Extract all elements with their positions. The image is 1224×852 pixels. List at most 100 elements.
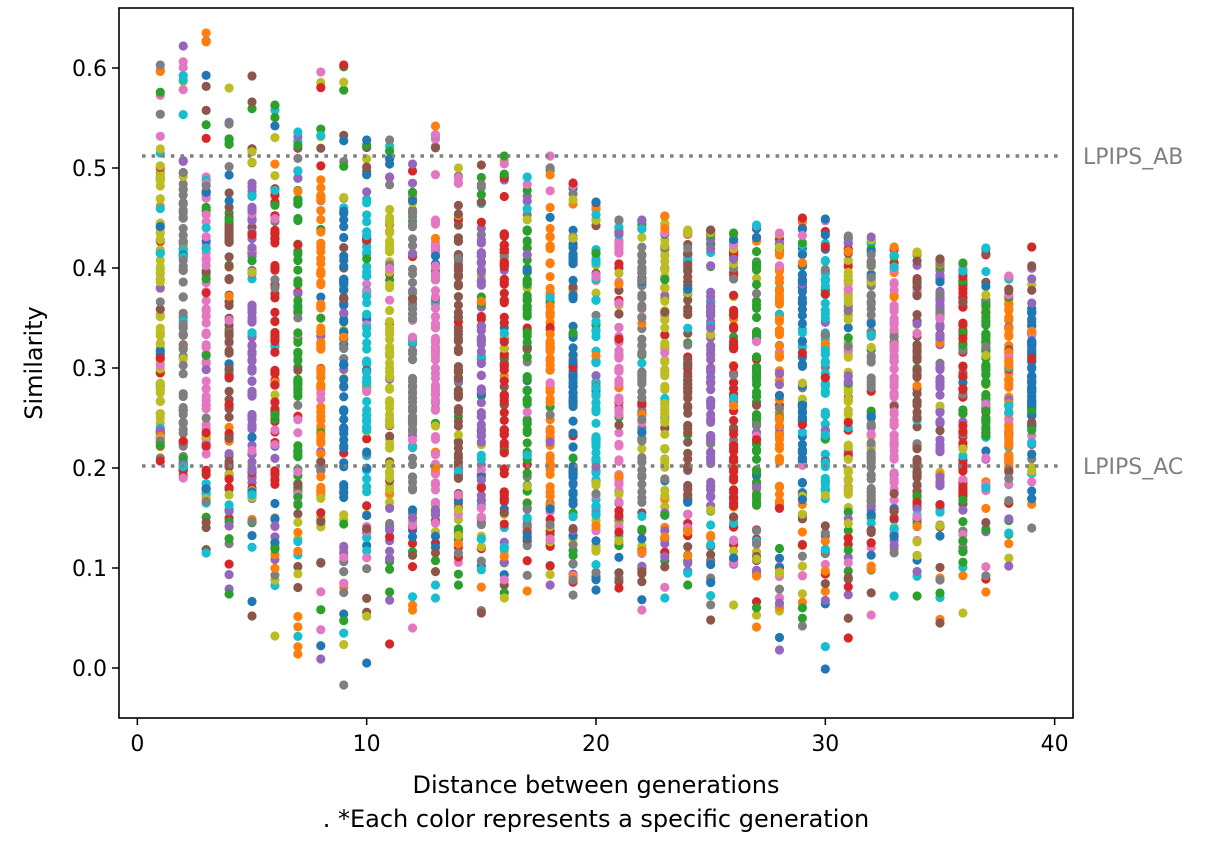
data-point <box>385 358 395 368</box>
data-point <box>751 603 762 613</box>
data-point <box>522 520 532 530</box>
data-point <box>385 414 395 424</box>
data-point <box>591 478 601 488</box>
data-point <box>247 340 257 350</box>
data-point <box>637 566 647 577</box>
data-point <box>751 362 762 372</box>
data-point <box>522 540 532 551</box>
data-point <box>614 405 624 415</box>
data-point <box>293 467 303 477</box>
data-point <box>660 443 670 454</box>
data-point <box>843 417 853 428</box>
data-point <box>201 81 211 91</box>
data-point <box>316 587 326 597</box>
data-point <box>545 504 555 514</box>
data-point <box>293 213 303 224</box>
data-point <box>178 329 188 339</box>
data-point <box>201 223 211 233</box>
data-point-max <box>453 163 464 173</box>
data-point <box>958 371 968 381</box>
data-point-min <box>453 580 464 590</box>
data-point <box>316 605 326 615</box>
data-point <box>820 264 830 275</box>
data-point <box>1027 261 1037 271</box>
data-point <box>706 590 716 601</box>
data-point <box>270 367 280 377</box>
data-point <box>247 466 257 476</box>
data-point <box>545 491 555 501</box>
data-point-min <box>155 456 165 466</box>
data-point <box>270 265 280 275</box>
data-point <box>774 299 785 309</box>
data-point-min <box>362 658 372 668</box>
data-point <box>660 491 670 501</box>
y-tick-label: 0.6 <box>72 57 107 82</box>
data-point <box>293 173 303 183</box>
data-point <box>935 588 945 598</box>
data-point <box>522 504 532 514</box>
data-point <box>568 512 578 522</box>
data-point <box>522 570 532 581</box>
data-point <box>545 186 555 196</box>
data-point <box>912 473 922 483</box>
data-point <box>247 366 257 376</box>
data-point <box>545 354 555 364</box>
data-point <box>453 200 464 210</box>
data-point <box>660 264 670 274</box>
data-point <box>683 243 693 253</box>
data-point <box>339 232 349 243</box>
data-point <box>660 274 670 285</box>
data-point <box>706 559 716 570</box>
data-point <box>178 369 188 379</box>
data-point <box>591 437 601 447</box>
data-point <box>751 379 762 389</box>
data-point-max <box>499 151 509 161</box>
data-point <box>155 109 165 119</box>
data-point <box>912 536 922 546</box>
data-point <box>1004 312 1014 323</box>
data-point <box>797 328 807 338</box>
data-point <box>224 215 234 225</box>
data-point <box>820 242 830 252</box>
data-point <box>797 454 807 464</box>
data-point <box>430 531 441 541</box>
data-point <box>614 393 624 403</box>
data-point <box>935 277 945 287</box>
data-point <box>476 483 486 493</box>
data-point-min <box>981 587 991 597</box>
data-point <box>591 288 601 298</box>
data-point <box>499 464 509 474</box>
data-point <box>545 212 555 222</box>
data-point <box>545 170 555 180</box>
data-point <box>545 271 555 282</box>
data-point <box>774 403 785 414</box>
data-point <box>545 410 555 420</box>
data-point <box>866 525 876 535</box>
data-point <box>843 590 853 600</box>
data-point <box>614 471 624 481</box>
data-point <box>385 172 395 182</box>
data-point <box>614 323 624 333</box>
data-point <box>270 347 280 357</box>
data-point <box>247 328 257 338</box>
data-point-max <box>201 28 211 38</box>
data-point <box>935 321 945 331</box>
data-point <box>430 323 441 333</box>
data-point <box>1004 356 1014 366</box>
data-point <box>293 153 303 163</box>
data-point <box>545 394 555 404</box>
data-point <box>1004 284 1014 294</box>
data-point <box>224 483 234 493</box>
data-point <box>224 261 234 272</box>
data-point-max <box>591 197 601 207</box>
data-point <box>706 520 716 530</box>
data-point <box>247 445 257 456</box>
data-point <box>270 283 280 293</box>
data-point <box>660 307 670 317</box>
data-point <box>224 559 234 569</box>
data-point-max <box>385 135 395 145</box>
data-point <box>935 439 945 450</box>
data-point <box>339 374 349 384</box>
data-point <box>270 185 280 196</box>
data-point <box>499 169 509 179</box>
